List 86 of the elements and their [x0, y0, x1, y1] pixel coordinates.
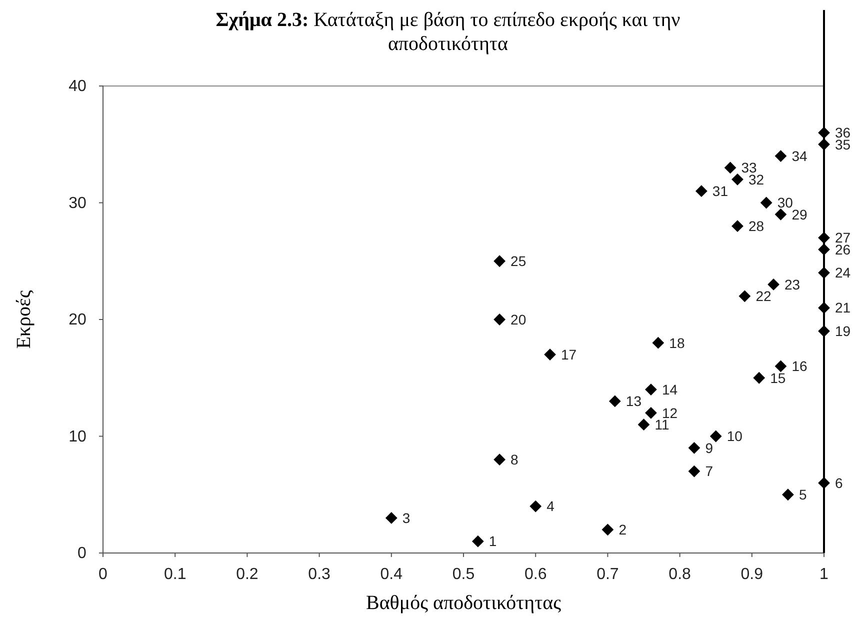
y-tick-label: 10	[68, 428, 86, 446]
point	[530, 500, 542, 512]
data-label: 12	[662, 404, 678, 421]
point	[818, 138, 830, 150]
data-label: 31	[712, 182, 728, 199]
data-label: 33	[741, 160, 758, 176]
data-label: 9	[705, 440, 714, 456]
point	[724, 162, 736, 174]
x-tick-label: 0.7	[596, 566, 619, 584]
data-label: 7	[705, 463, 714, 480]
data-label: 24	[835, 264, 851, 281]
data-label: 10	[726, 428, 743, 444]
x-tick-label: 0.6	[524, 566, 547, 584]
x-tick-label: 0.8	[668, 566, 692, 584]
point	[818, 325, 830, 338]
point	[494, 454, 506, 466]
point	[774, 360, 787, 372]
point	[818, 232, 830, 244]
data-label: 8	[510, 452, 519, 468]
data-label: 15	[770, 370, 786, 386]
x-tick-label: 0.1	[164, 566, 186, 584]
y-tick-label: 20	[68, 312, 86, 329]
data-label: 19	[835, 323, 851, 340]
data-label: 4	[546, 498, 555, 514]
data-label: 16	[792, 358, 808, 374]
data-label: 25	[510, 253, 526, 270]
point	[652, 336, 664, 349]
point	[385, 512, 398, 524]
point	[494, 255, 506, 268]
data-label: 28	[748, 218, 764, 234]
data-label: 2	[618, 522, 627, 538]
point	[645, 406, 657, 419]
x-tick-label: 0.5	[452, 566, 475, 584]
data-label: 29	[792, 206, 808, 222]
data-label: 36	[835, 124, 851, 141]
point	[782, 488, 794, 501]
x-tick-label: 0.4	[380, 566, 403, 584]
data-label: 1	[488, 533, 497, 550]
point	[645, 384, 657, 396]
point	[602, 524, 614, 536]
point	[818, 244, 830, 256]
data-label: 6	[835, 474, 843, 491]
point	[688, 465, 700, 478]
y-tick-label: 0	[77, 545, 86, 562]
x-tick-label: 0	[98, 566, 108, 584]
point	[688, 442, 700, 454]
point	[695, 185, 708, 198]
data-label: 30	[777, 194, 794, 211]
point	[738, 290, 751, 302]
point	[760, 196, 772, 209]
data-label: 22	[756, 288, 772, 304]
x-tick-label: 0.9	[740, 566, 764, 584]
point	[768, 278, 780, 290]
data-label: 34	[792, 148, 808, 164]
data-label: 20	[510, 311, 526, 328]
point	[732, 173, 744, 186]
x-tick-label: 1	[820, 566, 829, 584]
data-label: 18	[669, 334, 685, 351]
data-label: 13	[626, 393, 642, 410]
point	[753, 372, 766, 384]
data-label: 14	[662, 381, 678, 398]
point	[710, 430, 722, 442]
chart-title: Σχήμα 2.3: Κατάταξη με βάση το επίπεδο εκροής και την αποδοτικότητα	[216, 9, 680, 55]
data-label: 3	[402, 510, 410, 526]
data-label: 17	[561, 346, 577, 362]
point	[544, 348, 556, 360]
point	[774, 150, 787, 162]
y-axis-title: Εκροές	[13, 290, 35, 349]
x-tick-label: 0.3	[308, 566, 331, 584]
y-tick-label: 30	[68, 194, 86, 212]
point	[472, 535, 484, 548]
data-label: 21	[835, 300, 851, 316]
x-tick-label: 0.2	[236, 566, 258, 584]
point	[818, 266, 830, 279]
point	[732, 220, 744, 232]
point	[818, 477, 830, 489]
point	[494, 314, 506, 326]
y-tick-label: 40	[68, 78, 86, 96]
point	[774, 208, 787, 220]
point	[818, 302, 830, 314]
point	[638, 418, 650, 431]
data-label: 23	[784, 276, 800, 292]
x-axis-title: Βαθμός αποδοτικότητας	[366, 592, 562, 614]
point	[818, 126, 830, 139]
point	[608, 395, 621, 408]
data-label: 5	[798, 486, 807, 503]
